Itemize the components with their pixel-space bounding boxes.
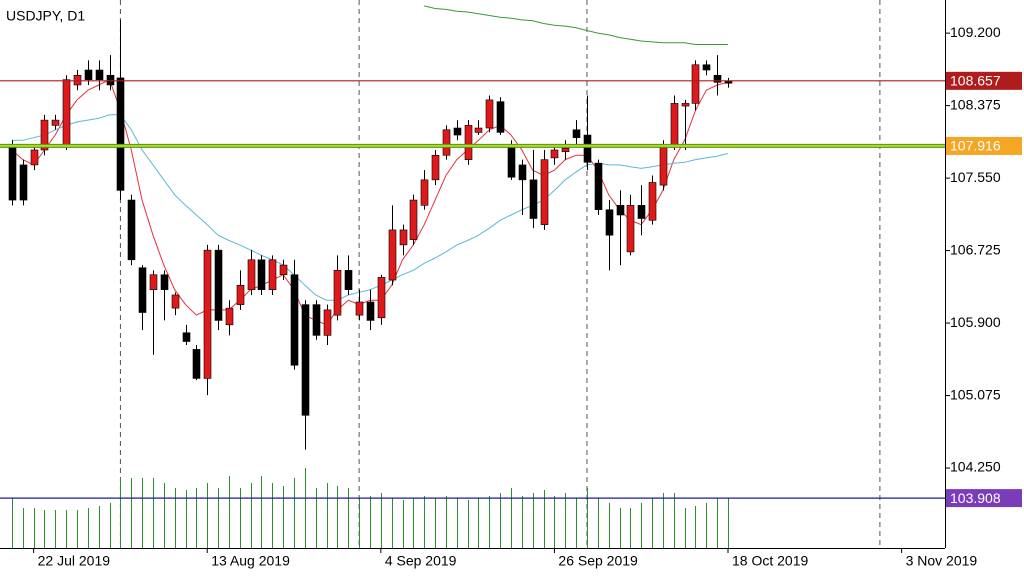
candle-body xyxy=(713,74,722,83)
y-tick-label: 108.375 xyxy=(950,96,1001,112)
candle-body xyxy=(670,103,679,146)
candle-body xyxy=(19,164,28,201)
candle-body xyxy=(344,270,353,290)
level-label: 107.916 xyxy=(950,138,1001,154)
candle-body xyxy=(724,81,733,84)
candle-body xyxy=(268,259,277,290)
x-tick-label: 13 Aug 2019 xyxy=(211,553,290,569)
candle-body xyxy=(127,199,136,261)
candle-body xyxy=(138,267,147,313)
candle-body xyxy=(203,249,212,379)
candle-body xyxy=(257,259,266,290)
plot-area xyxy=(0,0,945,548)
candle-body xyxy=(507,147,516,178)
candle-body xyxy=(681,103,690,107)
candle-body xyxy=(236,284,245,305)
candle-body xyxy=(496,101,505,133)
candle-body xyxy=(453,127,462,136)
level-label-box xyxy=(946,71,1022,90)
x-tick-label: 18 Oct 2019 xyxy=(732,553,808,569)
candle-body xyxy=(8,144,17,201)
candle-body xyxy=(474,127,483,133)
candle-body xyxy=(171,294,180,309)
moving-average xyxy=(424,5,728,45)
y-tick-label: 106.725 xyxy=(950,241,1001,257)
candle-body xyxy=(333,270,342,316)
candle-body xyxy=(540,159,549,225)
candle-body xyxy=(702,64,711,71)
y-tick-label: 104.250 xyxy=(950,459,1001,475)
candle-body xyxy=(323,309,332,336)
candle-body xyxy=(637,205,646,219)
candle-body xyxy=(366,301,375,321)
x-tick-label: 3 Nov 2019 xyxy=(906,553,978,569)
candle-body xyxy=(279,264,288,276)
candle-body xyxy=(377,277,386,319)
candle-body xyxy=(659,144,668,186)
level-label: 108.657 xyxy=(950,73,1001,89)
candle-body xyxy=(594,162,603,211)
candle-body xyxy=(247,259,256,290)
candle-body xyxy=(626,205,635,253)
candle-body xyxy=(355,301,364,316)
x-tick-label: 22 Jul 2019 xyxy=(38,553,111,569)
candle-body xyxy=(214,249,223,321)
chart-title: USDJPY, D1 xyxy=(6,8,85,24)
candle-body xyxy=(485,99,494,129)
candle-body xyxy=(550,149,559,159)
candle-body xyxy=(583,134,592,163)
candle-body xyxy=(95,69,104,80)
candle-body xyxy=(301,304,310,416)
x-tick-label: 4 Sep 2019 xyxy=(385,553,457,569)
candle-body xyxy=(648,182,657,221)
y-tick-label: 105.075 xyxy=(950,386,1001,402)
level-label-box xyxy=(946,489,1022,508)
candle-body xyxy=(442,129,451,156)
candle-body xyxy=(561,147,570,153)
candle-body xyxy=(30,149,39,166)
candle-body xyxy=(116,77,125,191)
candle-body xyxy=(84,69,93,80)
candle-body xyxy=(464,125,473,160)
candle-body xyxy=(388,229,397,281)
candle-body xyxy=(51,119,60,126)
candle-body xyxy=(312,304,321,336)
candle-body xyxy=(182,332,191,342)
y-tick-label: 105.900 xyxy=(950,314,1001,330)
candle-body xyxy=(420,179,429,206)
candle-body xyxy=(225,307,234,326)
candle-body xyxy=(40,119,49,151)
candle-body xyxy=(73,74,82,86)
candle-body xyxy=(572,129,581,138)
candle-body xyxy=(160,274,169,290)
candle-body xyxy=(290,274,299,366)
candle-body xyxy=(62,79,71,146)
candle-body xyxy=(399,229,408,246)
candle-body xyxy=(529,179,538,219)
candle-body xyxy=(149,274,158,290)
y-tick-label: 109.200 xyxy=(950,24,1001,40)
candle-body xyxy=(518,164,527,181)
y-tick-label: 107.550 xyxy=(950,169,1001,185)
level-label: 103.908 xyxy=(950,490,1001,506)
candle-body xyxy=(691,64,700,104)
candle-body xyxy=(616,205,625,216)
candle-body xyxy=(192,349,201,379)
x-tick-label: 26 Sep 2019 xyxy=(558,553,638,569)
candle-body xyxy=(409,199,418,240)
candle-body xyxy=(605,209,614,236)
candle-body xyxy=(431,154,440,181)
level-label-box xyxy=(946,136,1022,155)
candle-body xyxy=(106,74,115,86)
